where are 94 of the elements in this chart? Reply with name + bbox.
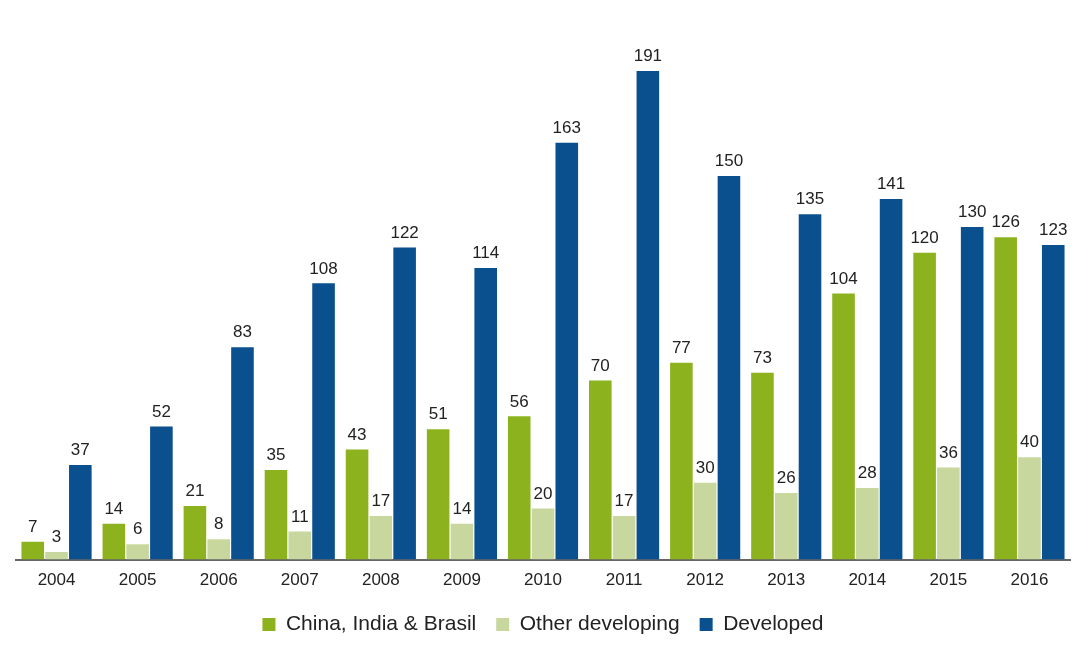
bar	[474, 267, 497, 560]
data-label: 114	[472, 243, 500, 263]
x-tick-label: 2010	[524, 570, 562, 590]
data-label: 14	[452, 498, 472, 518]
data-label: 77	[671, 337, 691, 357]
x-tick-label: 2004	[37, 570, 76, 590]
data-label: 126	[991, 212, 1020, 232]
bar	[21, 541, 45, 560]
data-label: 30	[695, 458, 715, 478]
bar	[69, 464, 92, 560]
x-tick-label: 2014	[848, 570, 887, 590]
data-label: 17	[371, 491, 391, 511]
x-tick-label: 2005	[118, 570, 157, 590]
data-label: 163	[552, 117, 581, 137]
data-label: 8	[213, 514, 224, 534]
legend-label: Developed	[723, 611, 824, 635]
bar	[264, 470, 288, 560]
data-label: 130	[957, 202, 987, 222]
bar	[1018, 457, 1041, 560]
data-label: 104	[829, 268, 858, 288]
data-label: 37	[70, 440, 90, 460]
bar	[450, 523, 474, 560]
data-label: 150	[714, 151, 744, 171]
x-tick-label: 2015	[929, 570, 968, 590]
bar	[937, 467, 960, 560]
data-label: 36	[938, 442, 958, 462]
x-tick-label: 2011	[605, 570, 643, 590]
data-label: 11	[290, 506, 309, 526]
bar	[288, 531, 312, 560]
data-label: 56	[509, 391, 529, 411]
data-label: 14	[104, 498, 124, 518]
data-label: 83	[233, 322, 252, 342]
bar	[426, 429, 450, 560]
data-label: 135	[795, 189, 825, 209]
bar	[994, 237, 1017, 560]
data-label: 51	[428, 404, 448, 424]
data-label: 70	[590, 355, 610, 375]
bar	[751, 372, 774, 560]
x-tick-label: 2006	[199, 570, 238, 590]
bar	[798, 214, 822, 560]
bar	[717, 175, 741, 560]
bar	[369, 516, 393, 560]
x-tick-label: 2009	[443, 570, 481, 590]
bar	[207, 539, 230, 560]
bar	[960, 227, 984, 560]
bar	[150, 426, 173, 560]
data-label: 52	[151, 401, 171, 421]
bar	[693, 482, 717, 560]
data-label: 6	[132, 519, 143, 539]
data-label: 73	[752, 348, 772, 368]
legend-label: China, India & Brasil	[285, 611, 477, 635]
bar	[636, 71, 660, 560]
data-label: 43	[347, 424, 367, 444]
x-tick-label: 2013	[767, 570, 806, 590]
bar	[670, 362, 693, 560]
data-label: 141	[876, 174, 906, 194]
x-tick-label: 2016	[1010, 570, 1049, 590]
data-label: 28	[857, 463, 877, 483]
bar	[393, 247, 416, 560]
x-tick-label: 2008	[361, 570, 400, 590]
data-label: 20	[533, 483, 553, 503]
data-label: 17	[614, 491, 634, 511]
bar	[879, 198, 903, 560]
data-label: 108	[309, 258, 338, 278]
data-label: 7	[28, 516, 38, 536]
data-label: 120	[910, 227, 939, 247]
data-label: 122	[390, 222, 419, 242]
bar	[589, 380, 612, 560]
data-label: 40	[1020, 432, 1039, 452]
bar	[1041, 244, 1065, 560]
x-tick-label: 2012	[686, 570, 725, 590]
data-label: 3	[51, 527, 62, 547]
bar	[231, 347, 254, 560]
bar	[856, 487, 879, 560]
bar	[531, 508, 555, 560]
legend-label: Other developing	[519, 611, 680, 635]
data-label: 191	[633, 46, 663, 66]
bar	[832, 293, 855, 560]
bar	[102, 523, 126, 560]
bar	[774, 493, 798, 560]
x-tick-label: 2007	[280, 570, 319, 590]
bar	[183, 505, 207, 560]
bar	[312, 283, 335, 560]
bar	[45, 551, 68, 560]
bar	[507, 416, 531, 560]
data-label: 26	[776, 468, 796, 488]
bar	[612, 516, 636, 560]
data-label: 35	[266, 445, 286, 465]
bar	[913, 252, 936, 560]
data-label: 21	[185, 481, 205, 501]
bar	[126, 544, 149, 560]
bar	[345, 449, 369, 560]
bar	[555, 142, 579, 560]
data-label: 123	[1039, 220, 1068, 240]
